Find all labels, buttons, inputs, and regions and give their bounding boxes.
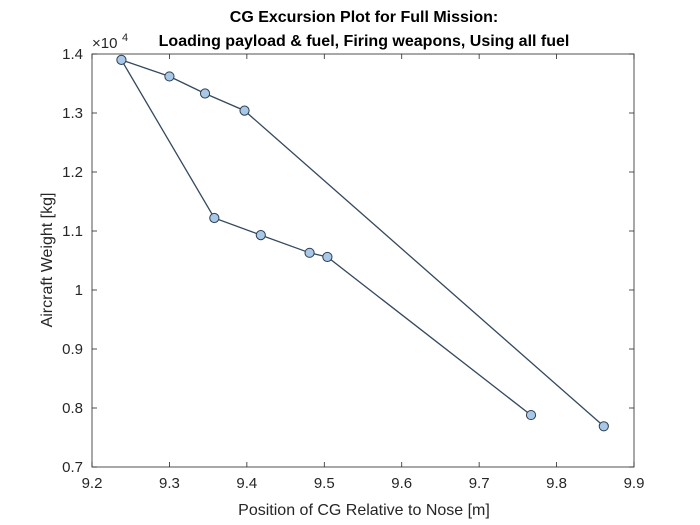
y-exponent-label: ×10 4 (92, 32, 128, 52)
data-point (525, 409, 537, 421)
data-point (304, 247, 315, 258)
data-point (164, 71, 175, 82)
chart-title-line-2: Loading payload & fuel, Firing weapons, … (159, 33, 570, 50)
y-tick-label: 0.9 (62, 341, 83, 358)
y-tick-label: 0.8 (62, 400, 83, 417)
data-point (199, 88, 211, 99)
data-point (116, 54, 127, 66)
x-tick-label: 9.3 (159, 475, 180, 492)
y-tick-label: 1.2 (62, 164, 83, 181)
x-tick-label: 9.2 (82, 475, 103, 492)
x-tick-label: 9.8 (546, 475, 567, 492)
x-tick-label: 9.5 (314, 475, 335, 492)
y-exponent-power: 4 (122, 32, 128, 44)
y-tick-label: 1.3 (62, 105, 83, 122)
data-point (322, 251, 333, 263)
data-point (239, 105, 250, 116)
chart-title-line-1: CG Excursion Plot for Full Mission: (230, 9, 498, 26)
data-point (255, 230, 266, 241)
y-tick-label: 1.4 (62, 46, 83, 63)
series-line (119, 58, 605, 427)
x-tick-label: 9.9 (624, 475, 645, 492)
data-point (598, 421, 609, 432)
y-axis-label: Aircraft Weight [kg] (39, 193, 56, 328)
y-tick-label: 1.1 (62, 223, 83, 240)
y-tick-label: 1 (75, 282, 83, 299)
y-tick-label: 0.7 (62, 459, 83, 476)
x-tick-label: 9.4 (236, 475, 257, 492)
y-exponent-base: ×10 (92, 35, 117, 52)
x-tick-label: 9.6 (391, 475, 412, 492)
x-axis-label: Position of CG Relative to Nose [m] (238, 502, 490, 519)
x-tick-label: 9.7 (469, 475, 490, 492)
plot-area: 9.2 9.3 9.4 9.5 9.6 9.7 9.8 9.9 0.7 0.8 0.9 1 1.1 1.2… (62, 46, 644, 492)
data-point (209, 212, 220, 224)
axes-box (91, 53, 635, 468)
